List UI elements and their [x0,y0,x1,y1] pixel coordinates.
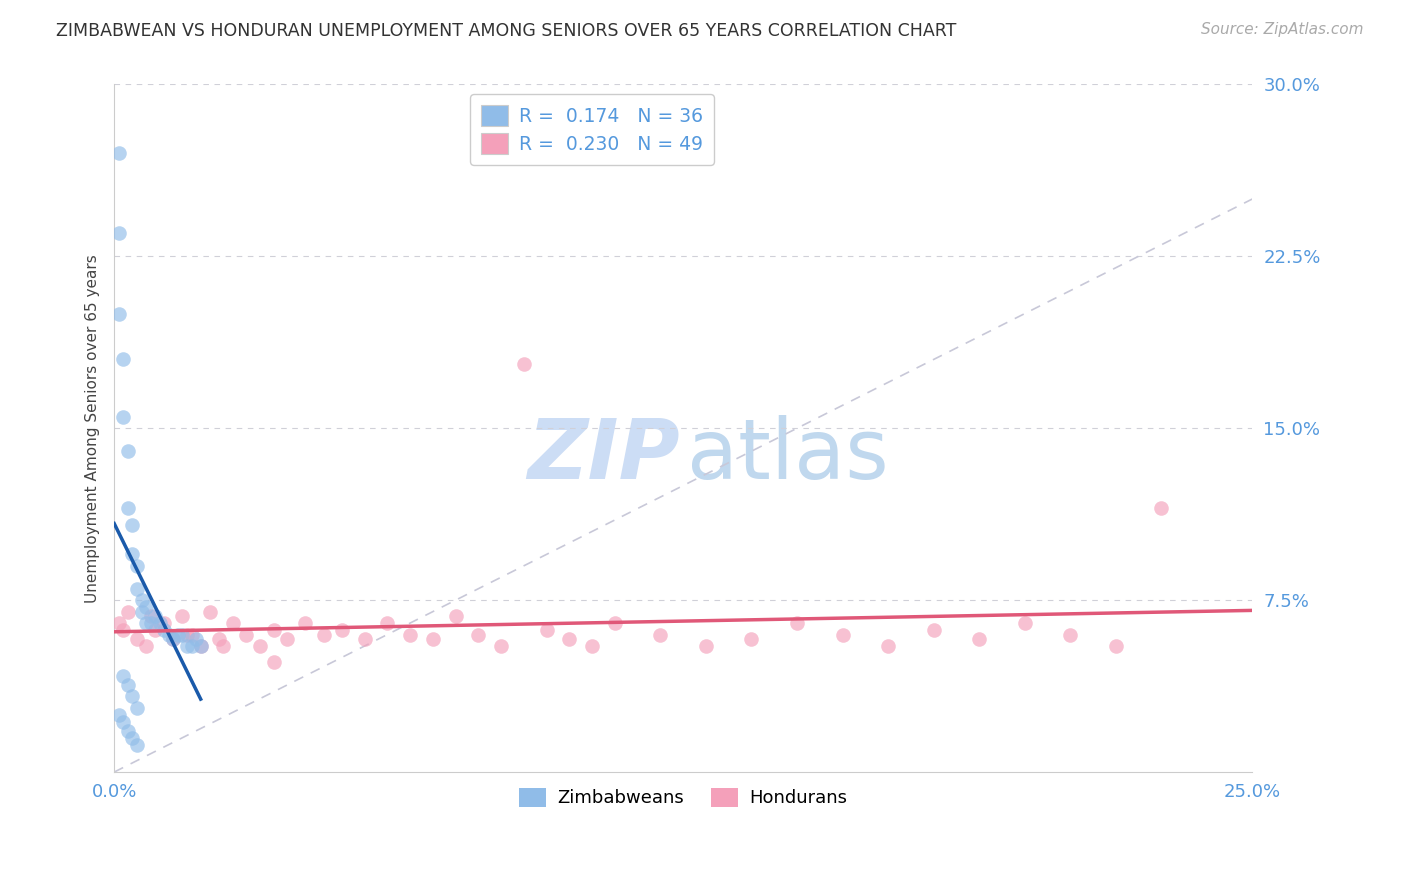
Point [162,632,184,647]
Point [107,146,129,161]
Point [276,632,298,647]
Point [180,627,202,641]
Point [172,609,194,624]
Point [125,582,148,596]
Point [176,627,198,641]
Legend: Zimbabweans, Hondurans: Zimbabweans, Hondurans [512,780,855,814]
Point [740,632,762,647]
Point [603,616,626,631]
Point [112,714,135,729]
Point [1104,639,1126,653]
Point [135,600,157,615]
Point [131,605,153,619]
Text: ZIP: ZIP [527,416,679,496]
Point [149,616,172,631]
Point [877,639,900,653]
Y-axis label: Unemployment Among Seniors over 65 years: Unemployment Among Seniors over 65 years [86,254,100,603]
Point [112,352,135,367]
Point [153,623,176,637]
Point [121,690,143,704]
Point [695,639,717,653]
Point [143,623,166,637]
Point [263,655,285,669]
Point [117,501,139,516]
Point [190,639,212,653]
Point [117,723,139,738]
Point [786,616,808,631]
Point [176,639,198,653]
Point [184,632,207,647]
Point [112,623,135,637]
Point [135,616,157,631]
Point [467,627,489,641]
Text: atlas: atlas [686,416,889,496]
Point [650,627,672,641]
Point [125,701,148,715]
Text: Source: ZipAtlas.com: Source: ZipAtlas.com [1201,22,1364,37]
Point [125,738,148,752]
Point [117,605,139,619]
Point [180,639,202,653]
Point [312,627,335,641]
Point [125,558,148,573]
Point [153,616,176,631]
Point [107,616,129,631]
Point [131,593,153,607]
Point [513,357,536,371]
Point [121,547,143,561]
Point [117,678,139,692]
Point [1014,616,1036,631]
Point [235,627,257,641]
Point [121,517,143,532]
Point [208,632,231,647]
Point [444,609,467,624]
Point [221,616,243,631]
Point [107,307,129,321]
Point [399,627,422,641]
Point [143,609,166,624]
Point [112,409,135,424]
Point [1150,501,1173,516]
Point [157,627,180,641]
Point [375,616,398,631]
Point [167,627,190,641]
Point [422,632,444,647]
Point [139,609,162,624]
Point [139,616,162,631]
Point [125,632,148,647]
Point [212,639,235,653]
Point [172,627,194,641]
Point [112,669,135,683]
Point [330,623,353,637]
Text: ZIMBABWEAN VS HONDURAN UNEMPLOYMENT AMONG SENIORS OVER 65 YEARS CORRELATION CHAR: ZIMBABWEAN VS HONDURAN UNEMPLOYMENT AMON… [56,22,956,40]
Point [558,632,581,647]
Point [249,639,271,653]
Point [107,227,129,241]
Point [831,627,853,641]
Point [263,623,285,637]
Point [922,623,945,637]
Point [353,632,375,647]
Point [489,639,512,653]
Point [135,639,157,653]
Point [198,605,221,619]
Point [1059,627,1081,641]
Point [294,616,316,631]
Point [121,731,143,745]
Point [117,444,139,458]
Point [107,707,129,722]
Point [190,639,212,653]
Point [967,632,990,647]
Point [581,639,603,653]
Point [162,632,184,647]
Point [536,623,558,637]
